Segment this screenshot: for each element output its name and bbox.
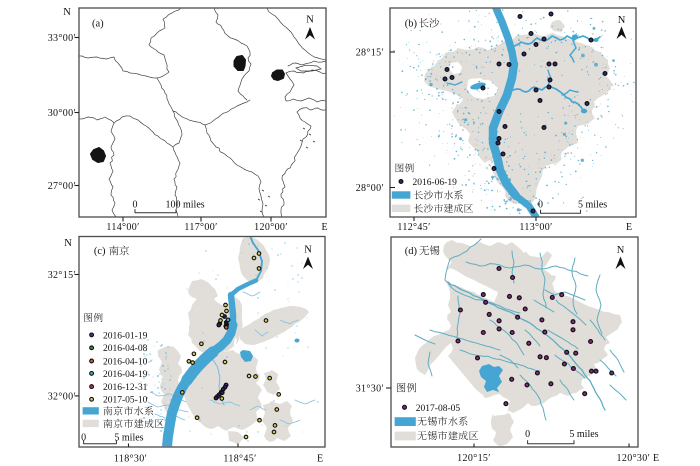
svg-text:100 miles: 100 miles	[166, 200, 205, 211]
svg-text:120°00′: 120°00′	[254, 222, 288, 233]
svg-text:(a): (a)	[92, 19, 104, 30]
svg-text:33°00′: 33°00′	[48, 33, 76, 44]
svg-text:28°00′: 28°00′	[356, 183, 384, 194]
svg-text:120°15′: 120°15′	[457, 453, 491, 464]
svg-text:5 miles: 5 miles	[578, 199, 607, 210]
svg-text:2017-08-05: 2017-08-05	[416, 404, 461, 414]
svg-text:114°00′: 114°00′	[106, 222, 139, 233]
svg-text:(c): (c)	[94, 246, 106, 257]
svg-text:(b): (b)	[405, 19, 418, 30]
svg-text:0: 0	[538, 199, 543, 210]
svg-text:(d): (d)	[405, 246, 418, 257]
svg-text:28°15′: 28°15′	[356, 48, 384, 59]
svg-text:117°00′: 117°00′	[184, 222, 217, 233]
svg-text:120°30′ E: 120°30′ E	[617, 453, 660, 464]
svg-text:30°00′: 30°00′	[48, 108, 76, 119]
svg-text:E: E	[317, 454, 323, 465]
svg-text:2016-04-10: 2016-04-10	[103, 357, 148, 367]
svg-text:31°30′: 31°30′	[356, 383, 384, 394]
svg-text:5 miles: 5 miles	[569, 429, 598, 440]
svg-text:112°45′: 112°45′	[397, 222, 430, 233]
svg-text:2016-06-19: 2016-06-19	[413, 178, 458, 188]
svg-text:2016-12-31: 2016-12-31	[103, 383, 148, 393]
svg-text:0: 0	[525, 429, 530, 440]
svg-text:5 miles: 5 miles	[114, 432, 143, 443]
svg-text:E: E	[626, 222, 632, 233]
svg-text:N: N	[617, 245, 625, 256]
svg-text:2016-04-19: 2016-04-19	[103, 370, 148, 380]
svg-text:118°30′: 118°30′	[114, 454, 147, 465]
svg-text:32°15′: 32°15′	[48, 270, 76, 281]
svg-text:2017-05-10: 2017-05-10	[103, 396, 148, 406]
svg-text:27°00′: 27°00′	[48, 181, 76, 192]
svg-text:2016-01-19: 2016-01-19	[103, 331, 148, 341]
svg-text:0: 0	[81, 432, 86, 443]
svg-text:N: N	[618, 15, 626, 26]
svg-text:0: 0	[133, 200, 138, 211]
svg-text:113°00′: 113°00′	[519, 222, 552, 233]
svg-text:N: N	[64, 238, 72, 249]
svg-text:N: N	[63, 7, 71, 18]
svg-text:E: E	[321, 222, 327, 233]
svg-text:N: N	[306, 15, 314, 26]
svg-text:N: N	[304, 245, 312, 256]
svg-text:118°45′: 118°45′	[223, 454, 256, 465]
svg-text:2016-04-08: 2016-04-08	[103, 344, 148, 354]
svg-text:32°00′: 32°00′	[48, 391, 76, 402]
